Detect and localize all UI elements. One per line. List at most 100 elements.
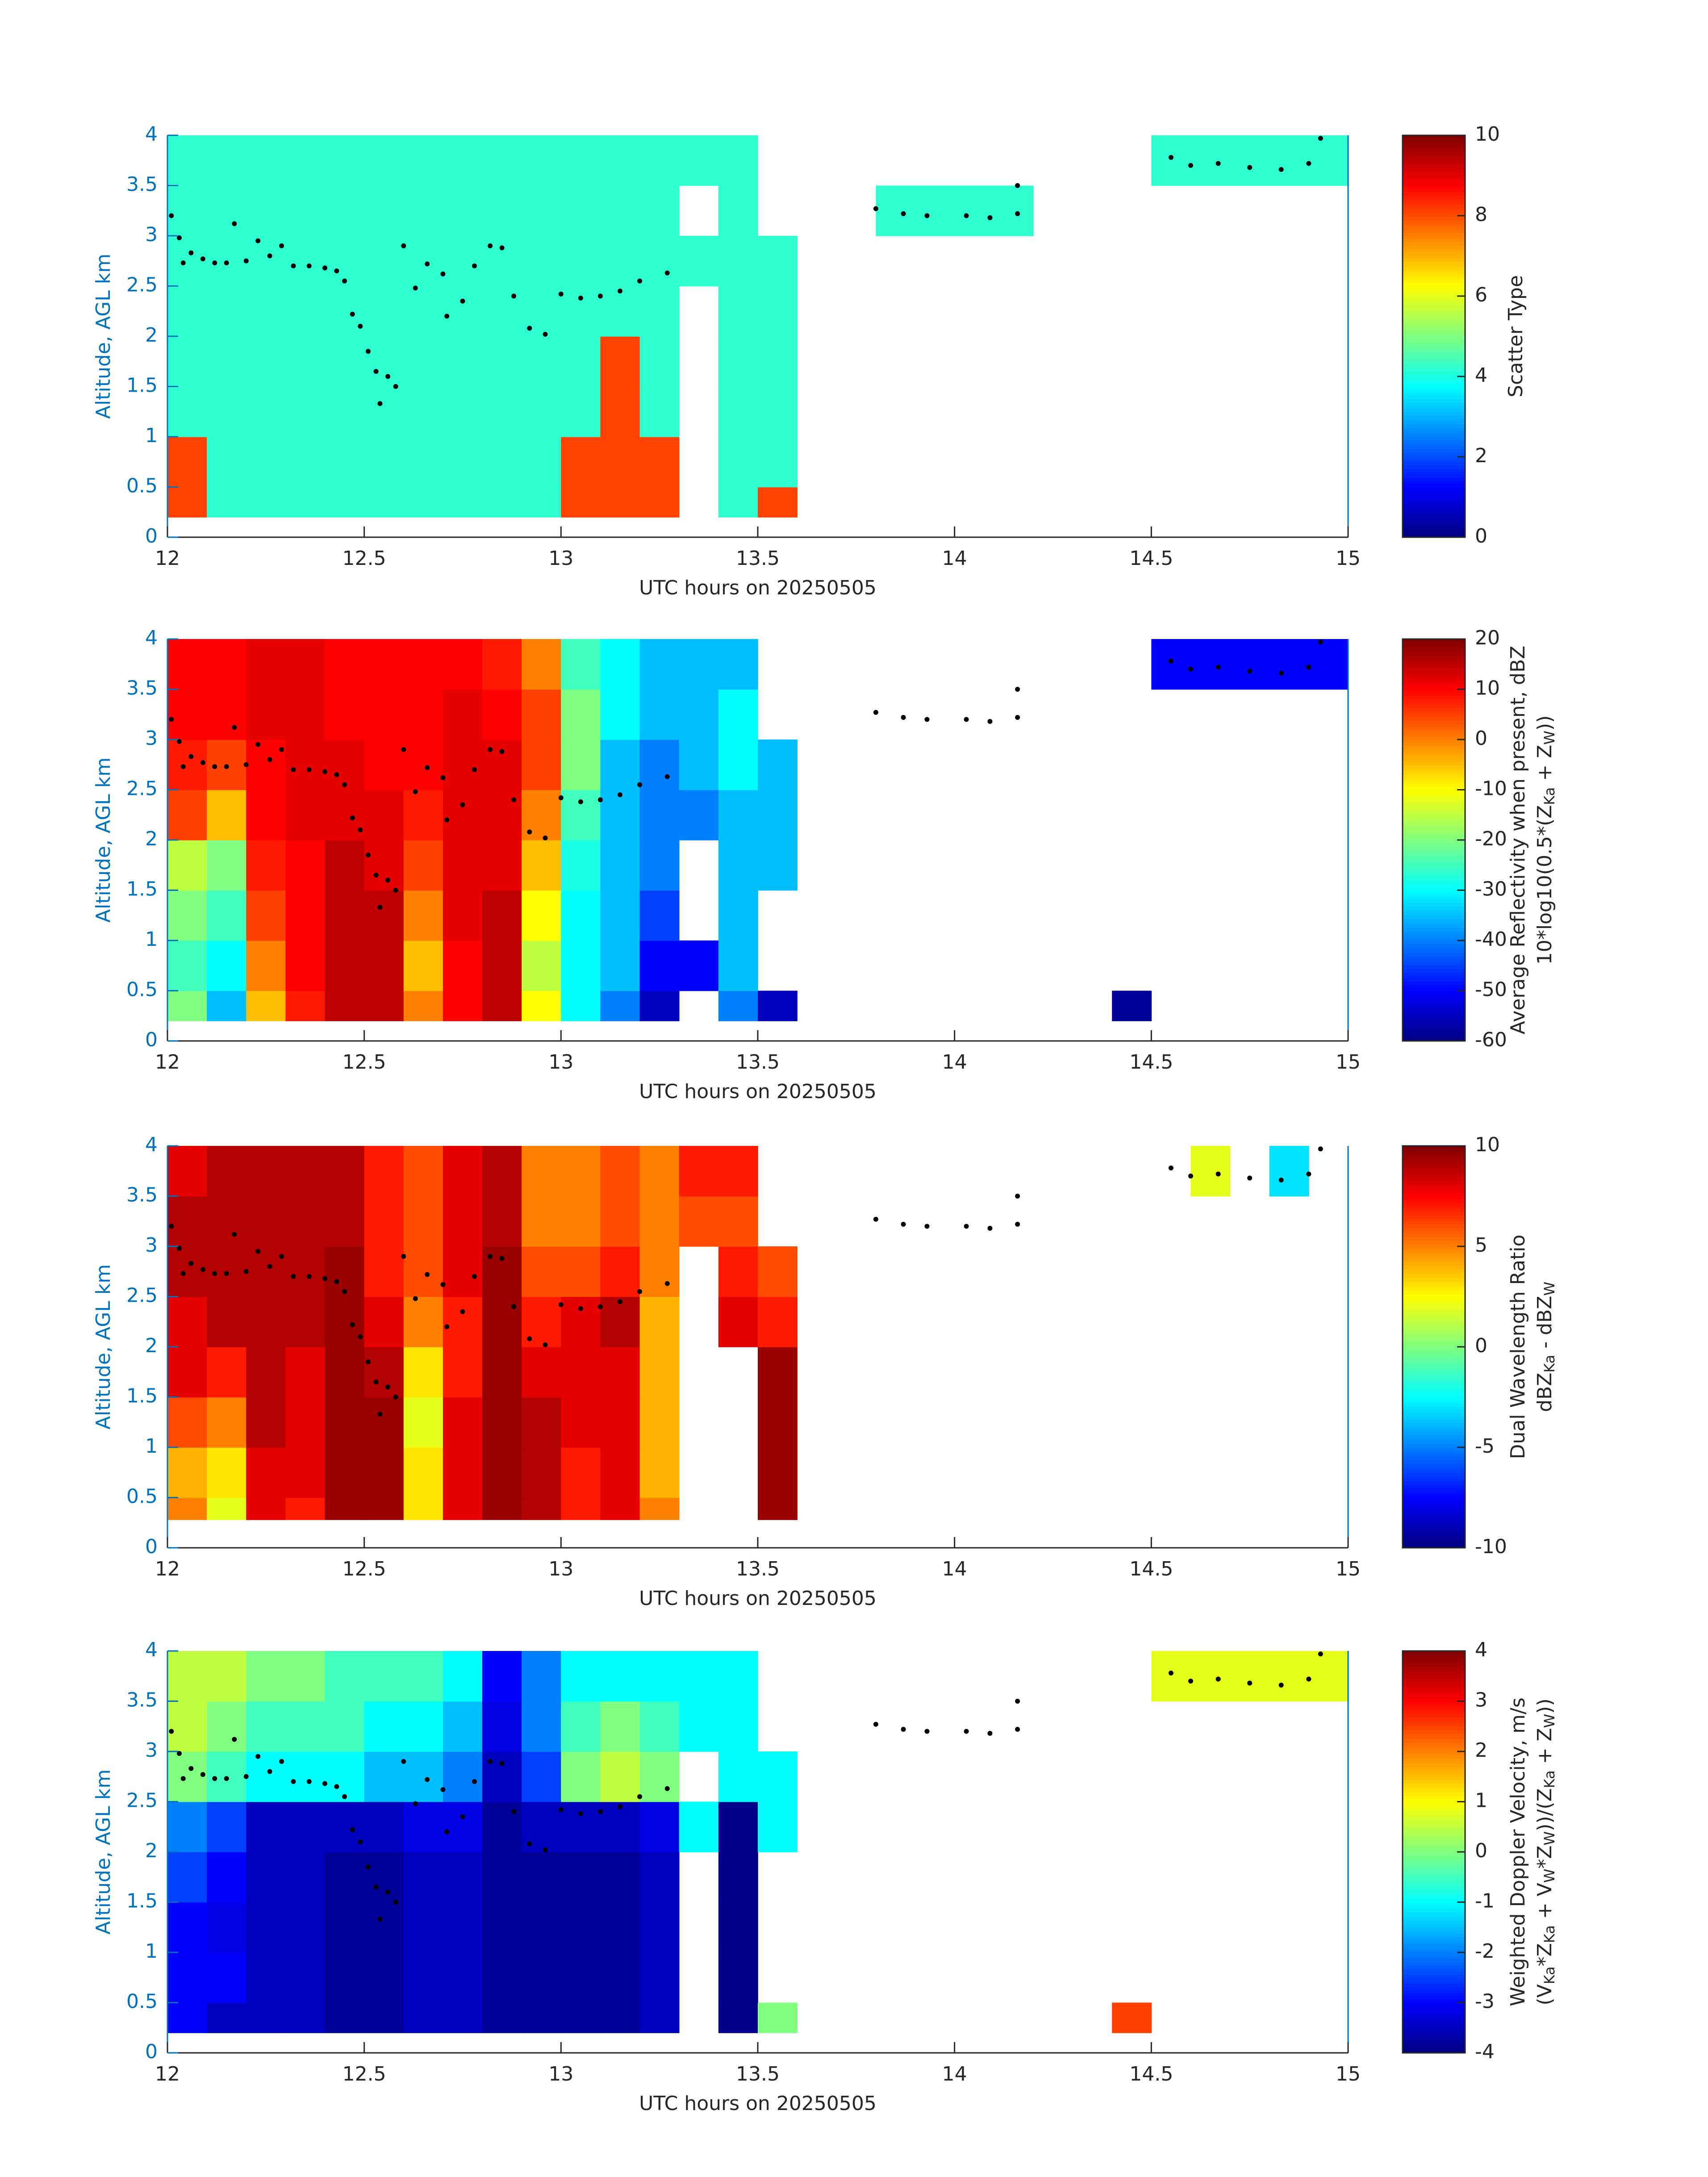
- heat-cell: [167, 990, 207, 1021]
- heat-cell: [718, 1146, 758, 1197]
- colorbar-step: [1403, 374, 1465, 378]
- heat-cell: [600, 990, 640, 1021]
- heat-cell: [167, 2002, 207, 2033]
- heat-cell: [325, 487, 365, 518]
- heat-cell: [246, 437, 286, 488]
- heat-cell: [167, 236, 207, 287]
- heat-cell: [207, 1497, 247, 1520]
- colorbar-step: [1403, 645, 1465, 649]
- colorbar-step: [1403, 151, 1465, 155]
- heat-cell: [325, 437, 365, 488]
- colorbar-step: [1403, 1224, 1465, 1228]
- heat-cell: [482, 840, 522, 891]
- colorbar-step: [1403, 1177, 1465, 1181]
- heat-cell: [246, 336, 286, 387]
- colorbar-label-part: Ka: [1541, 787, 1558, 805]
- colorbar-step: [1403, 887, 1465, 891]
- y-tick-label: 2: [145, 827, 158, 850]
- data-point: [597, 1809, 603, 1814]
- heat-cell: [522, 1852, 562, 1903]
- data-point: [322, 1276, 328, 1281]
- data-point: [350, 815, 355, 820]
- data-point: [413, 1296, 418, 1301]
- colorbar-step: [1403, 408, 1465, 412]
- heat-cell: [325, 1902, 365, 1953]
- heat-cell: [758, 790, 798, 840]
- heat-cell: [522, 1347, 562, 1398]
- data-point: [373, 1379, 379, 1385]
- colorbar-step: [1403, 1761, 1465, 1764]
- heat-cell: [522, 1952, 562, 2003]
- colorbar-step: [1403, 965, 1465, 969]
- heat-cell: [600, 2002, 640, 2033]
- heat-cell: [167, 437, 207, 488]
- colorbar-label-part: *Z: [1533, 1845, 1556, 1868]
- heat-cell: [325, 1196, 365, 1247]
- heat-cell: [482, 386, 522, 437]
- colorbar-step: [1403, 292, 1465, 296]
- data-point: [358, 1839, 363, 1844]
- colorbar-step: [1403, 1193, 1465, 1197]
- colorbar-label-part: W: [1541, 1714, 1558, 1728]
- data-point: [1168, 1671, 1173, 1676]
- heat-cell: [639, 990, 680, 1021]
- heat-cell: [285, 386, 326, 437]
- colorbar-step: [1403, 1780, 1465, 1784]
- heat-cell: [522, 890, 562, 941]
- heat-cell: [561, 185, 601, 236]
- heat-cell: [718, 689, 758, 740]
- data-point: [543, 1342, 548, 1347]
- colorbar-step: [1403, 884, 1465, 888]
- heat-cell: [403, 689, 443, 740]
- heat-cell: [482, 236, 522, 287]
- heat-cell: [364, 639, 404, 690]
- heat-cell: [364, 1447, 404, 1498]
- y-tick-label: 2: [145, 324, 158, 347]
- colorbar-step: [1403, 821, 1465, 825]
- data-point: [350, 312, 355, 317]
- colorbar-step: [1403, 1695, 1465, 1699]
- heat-cell: [482, 990, 522, 1021]
- heat-cell: [443, 840, 483, 891]
- heat-cell: [600, 1397, 640, 1448]
- colorbar-step: [1403, 912, 1465, 916]
- heat-cell: [758, 1801, 798, 1852]
- colorbar-label-part: + Z: [1533, 1728, 1556, 1770]
- data-point: [499, 1761, 505, 1766]
- colorbar-step: [1403, 1729, 1465, 1733]
- colorbar-step: [1403, 777, 1465, 781]
- colorbar-step: [1403, 1933, 1465, 1937]
- colorbar-step: [1403, 1962, 1465, 1965]
- data-point: [212, 260, 217, 266]
- data-point: [342, 1794, 347, 1799]
- colorbar-step: [1403, 1855, 1465, 1859]
- data-point: [385, 877, 391, 883]
- data-point: [987, 215, 993, 220]
- heat-cell: [167, 1497, 207, 1520]
- colorbar-step: [1403, 427, 1465, 431]
- heat-cell: [639, 740, 680, 790]
- colorbar-step: [1403, 1704, 1465, 1708]
- colorbar-step: [1403, 1003, 1465, 1007]
- colorbar-step: [1403, 301, 1465, 305]
- heat-cell: [403, 990, 443, 1021]
- data-point: [232, 221, 237, 226]
- heat-cell: [639, 1146, 680, 1197]
- heat-cell: [325, 790, 365, 840]
- heat-cell: [522, 689, 562, 740]
- colorbar-step: [1403, 642, 1465, 646]
- data-point: [243, 762, 249, 767]
- data-point: [365, 1359, 371, 1365]
- heat-cell: [207, 1701, 247, 1752]
- colorbar-step: [1403, 1538, 1465, 1542]
- heat-cell: [600, 1751, 640, 1802]
- data-point: [1247, 165, 1253, 170]
- heat-cell: [246, 386, 286, 437]
- y-tick-label: 3.5: [126, 1689, 158, 1712]
- colorbar-step: [1403, 1663, 1465, 1667]
- heat-cell: [522, 1246, 562, 1297]
- colorbar-step: [1403, 1735, 1465, 1739]
- colorbar-step: [1403, 490, 1465, 494]
- heat-cell: [325, 1246, 365, 1297]
- colorbar-step: [1403, 1908, 1465, 1912]
